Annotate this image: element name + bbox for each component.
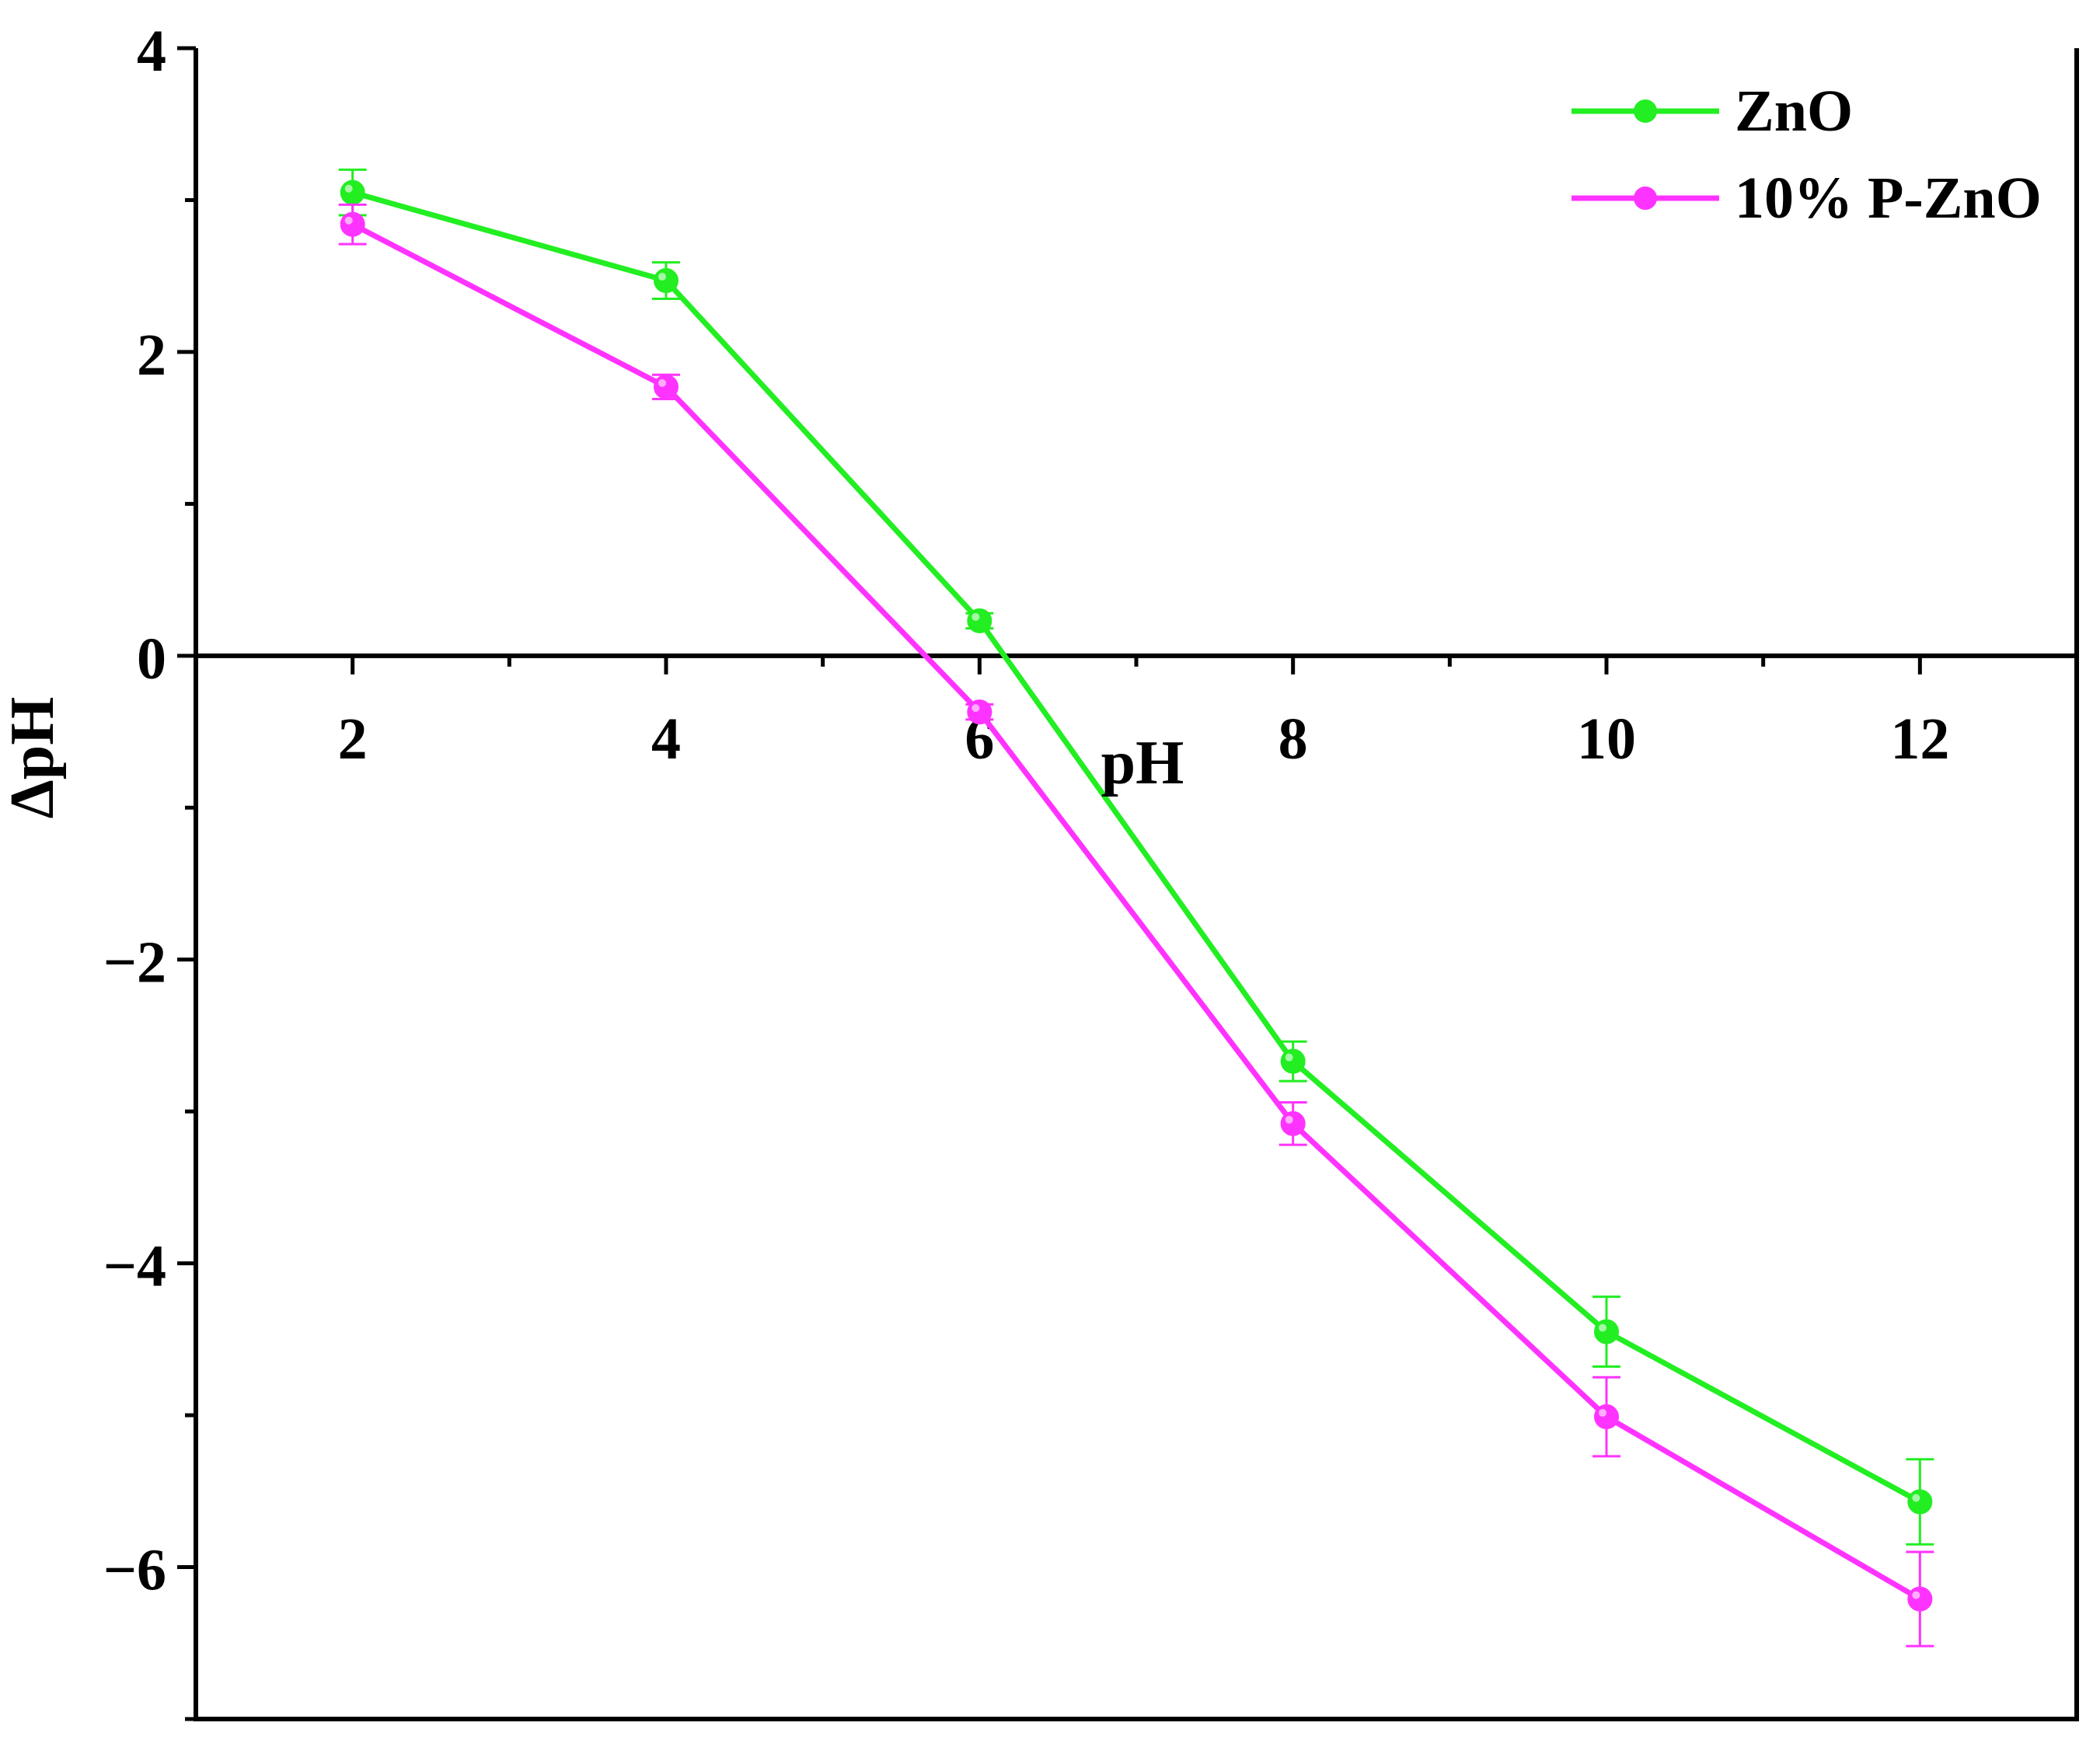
data-point	[654, 268, 678, 294]
data-point-highlight	[972, 704, 980, 713]
data-point	[654, 374, 678, 399]
data-point	[340, 180, 365, 205]
data-point-highlight	[1285, 1115, 1293, 1124]
series-p-zno	[338, 203, 1934, 1648]
x-tick-label: 10	[1577, 706, 1636, 772]
y-axis: 4 2 0 −2 −4 −6	[103, 19, 196, 1721]
y-tick-label: −2	[103, 930, 166, 996]
data-point-highlight	[1912, 1591, 1920, 1599]
y-tick-label: 2	[137, 323, 166, 388]
data-point	[1594, 1319, 1619, 1344]
x-tick-label: 2	[338, 706, 368, 772]
series-line	[351, 221, 1922, 1602]
x-tick-label: 12	[1890, 706, 1949, 772]
y-tick-label: −6	[103, 1538, 166, 1603]
data-point-highlight	[1912, 1494, 1920, 1502]
y-axis-title: ΔpH	[0, 697, 67, 819]
data-point-highlight	[1285, 1053, 1293, 1062]
data-point-highlight	[1599, 1323, 1606, 1332]
data-point-highlight	[658, 378, 666, 387]
data-point-highlight	[344, 216, 353, 225]
data-point	[1280, 1048, 1306, 1074]
legend-label: 10% P-ZnO	[1735, 166, 2042, 231]
x-tick-label: 8	[1278, 706, 1308, 772]
data-point-highlight	[658, 273, 666, 281]
data-point	[1907, 1586, 1933, 1612]
data-point	[1280, 1111, 1306, 1136]
data-point-highlight	[972, 612, 980, 621]
series-zno	[338, 168, 1934, 1546]
data-point	[1594, 1404, 1619, 1430]
y-tick-label: 4	[137, 19, 166, 84]
x-axis-title: pH	[1101, 729, 1184, 797]
x-axis: 2 4 6 8 10 12	[196, 653, 2077, 772]
legend-item: ZnO	[1572, 78, 1853, 144]
data-point-highlight	[344, 184, 353, 193]
x-tick-label: 4	[651, 706, 681, 772]
legend-label: ZnO	[1735, 78, 1853, 144]
data-point	[967, 608, 992, 633]
series-layer	[338, 168, 1934, 1648]
data-point	[1907, 1489, 1933, 1515]
data-point	[967, 699, 992, 725]
y-tick-label: −4	[103, 1234, 166, 1299]
series-line	[351, 190, 1922, 1505]
y-tick-label: 0	[137, 626, 166, 692]
plot-frame	[194, 48, 2079, 1721]
legend-item: 10% P-ZnO	[1572, 166, 2042, 231]
legend-marker	[1634, 187, 1657, 210]
legend-marker	[1634, 99, 1657, 123]
data-point	[340, 211, 365, 237]
legend: ZnO 10% P-ZnO	[1572, 78, 2042, 231]
data-point-highlight	[1599, 1409, 1606, 1417]
